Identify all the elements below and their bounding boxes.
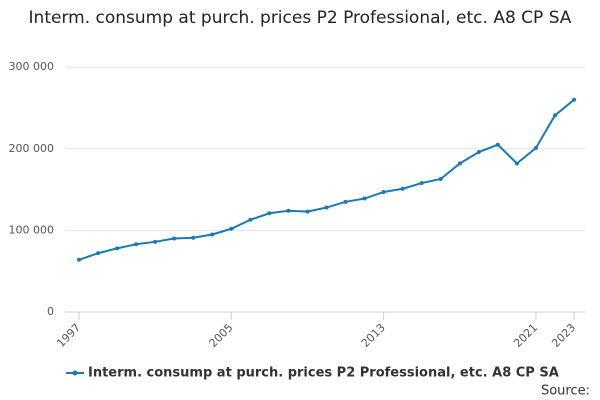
x-tick-label: 2021 <box>511 321 540 350</box>
data-point <box>134 242 139 247</box>
data-point <box>572 97 576 102</box>
data-point <box>153 239 158 244</box>
data-point <box>438 176 443 181</box>
data-point <box>514 161 519 166</box>
data-point <box>362 196 367 201</box>
data-point <box>115 246 120 251</box>
data-point <box>248 217 253 222</box>
data-point <box>286 208 291 213</box>
data-point <box>229 226 234 231</box>
data-point <box>495 142 500 147</box>
x-tick-label: 2005 <box>207 321 236 350</box>
data-point <box>552 113 557 118</box>
x-tick-label: 1997 <box>54 321 83 350</box>
data-point <box>419 181 424 186</box>
y-tick-label: 100 000 <box>9 223 55 236</box>
data-point <box>324 205 329 210</box>
data-point <box>343 199 348 204</box>
source: Source: <box>541 384 590 399</box>
data-point <box>191 235 196 240</box>
legend-marker <box>72 370 78 376</box>
data-line <box>78 99 575 261</box>
data-point <box>172 236 177 241</box>
data-point <box>210 232 215 237</box>
data-point <box>533 145 538 150</box>
y-tick-label: 300 000 <box>9 60 55 73</box>
data-point <box>476 150 481 155</box>
y-tick-label: 0 <box>47 305 54 318</box>
chart-title: Interm. consump at purch. prices P2 Prof… <box>28 8 572 28</box>
data-point <box>457 161 462 166</box>
data-point <box>77 257 81 262</box>
y-tick-label: 200 000 <box>9 142 55 155</box>
data-point <box>400 186 405 191</box>
data-point <box>381 190 386 195</box>
legend-label: Interm. consump at purch. prices P2 Prof… <box>88 366 559 381</box>
data-point <box>96 251 101 256</box>
x-tick-label: 2023 <box>549 321 578 350</box>
data-point <box>267 211 272 216</box>
x-tick-label: 2013 <box>359 321 388 350</box>
data-point <box>305 209 310 214</box>
